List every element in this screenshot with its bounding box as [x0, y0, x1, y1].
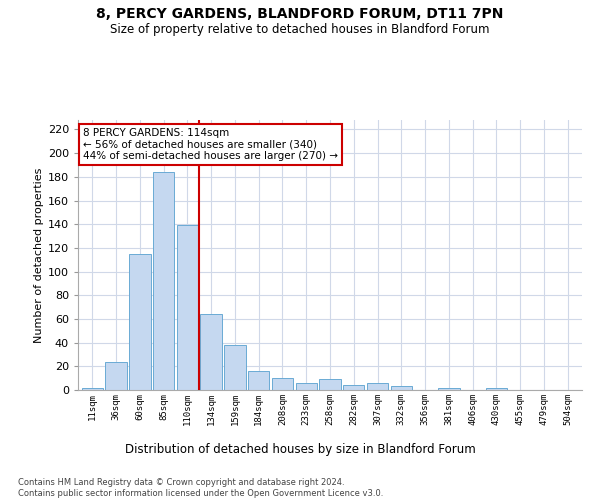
Text: 8 PERCY GARDENS: 114sqm
← 56% of detached houses are smaller (340)
44% of semi-d: 8 PERCY GARDENS: 114sqm ← 56% of detache…: [83, 128, 338, 162]
Bar: [296, 383, 317, 390]
Text: Contains HM Land Registry data © Crown copyright and database right 2024.
Contai: Contains HM Land Registry data © Crown c…: [18, 478, 383, 498]
Y-axis label: Number of detached properties: Number of detached properties: [34, 168, 44, 342]
Bar: [106, 362, 127, 390]
Text: 8, PERCY GARDENS, BLANDFORD FORUM, DT11 7PN: 8, PERCY GARDENS, BLANDFORD FORUM, DT11 …: [97, 8, 503, 22]
Bar: [224, 345, 245, 390]
Bar: [272, 378, 293, 390]
Bar: [438, 388, 460, 390]
Bar: [176, 226, 198, 390]
Bar: [129, 254, 151, 390]
Bar: [153, 172, 174, 390]
Bar: [486, 388, 507, 390]
Text: Size of property relative to detached houses in Blandford Forum: Size of property relative to detached ho…: [110, 22, 490, 36]
Bar: [367, 383, 388, 390]
Bar: [391, 386, 412, 390]
Bar: [248, 371, 269, 390]
Bar: [319, 380, 341, 390]
Bar: [200, 314, 222, 390]
Bar: [82, 388, 103, 390]
Bar: [343, 386, 364, 390]
Text: Distribution of detached houses by size in Blandford Forum: Distribution of detached houses by size …: [125, 442, 475, 456]
